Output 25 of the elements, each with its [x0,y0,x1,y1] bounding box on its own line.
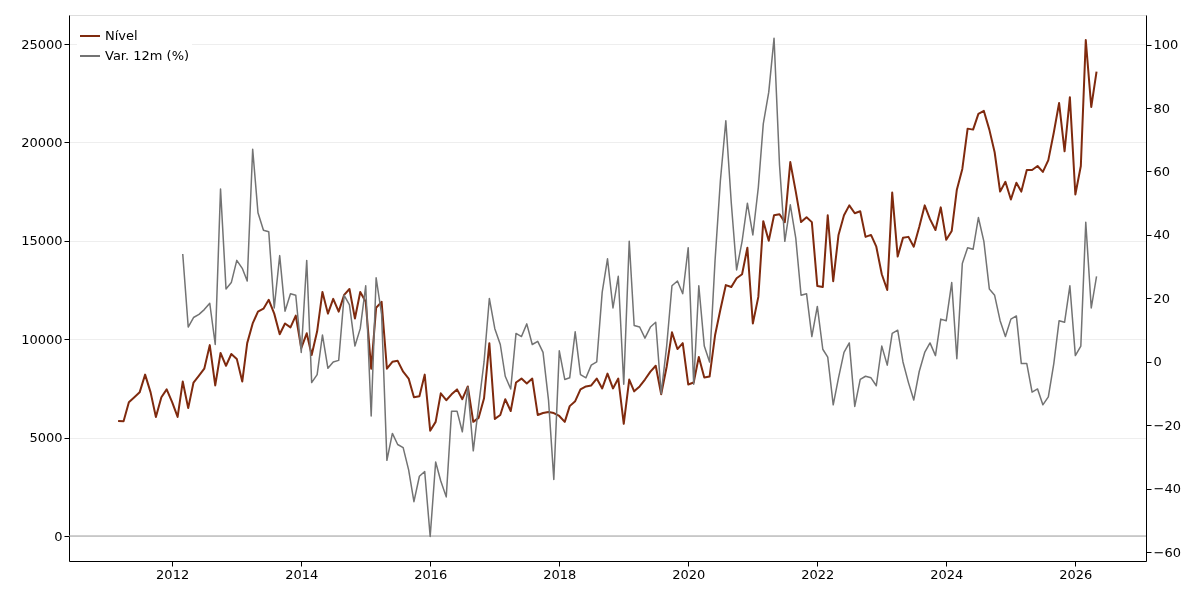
y2-tick-label: −20 [1153,417,1181,433]
y-tick-label: 0 [54,528,63,544]
y-tick-label: 15000 [21,233,63,249]
x-tick-label: 2020 [672,566,706,582]
x-tick-label: 2022 [801,566,835,582]
y-tick-label: 5000 [29,430,63,446]
x-tick-label: 2024 [930,566,964,582]
y2-tick-label: 100 [1153,37,1179,53]
legend-label: Nível [105,28,138,43]
legend-label: Var. 12m (%) [105,48,190,63]
y2-tick-label: 60 [1153,164,1171,179]
y2-tick-label: −40 [1153,481,1181,497]
y2-tick-label: 80 [1153,100,1171,116]
x-tick-label: 2014 [285,566,319,582]
y2-tick-label: −60 [1153,544,1181,560]
y2-tick-label: 0 [1153,354,1162,370]
y2-tick-label: 20 [1153,290,1171,306]
x-tick-label: 2026 [1059,566,1093,582]
x-tick-label: 2018 [543,566,577,582]
y2-tick-label: 40 [1153,227,1171,243]
x-tick-label: 2012 [156,566,190,582]
y-tick-label: 25000 [21,36,63,52]
y-tick-label: 20000 [21,134,63,150]
x-tick-label: 2016 [414,566,448,582]
y-tick-label: 10000 [21,331,63,347]
